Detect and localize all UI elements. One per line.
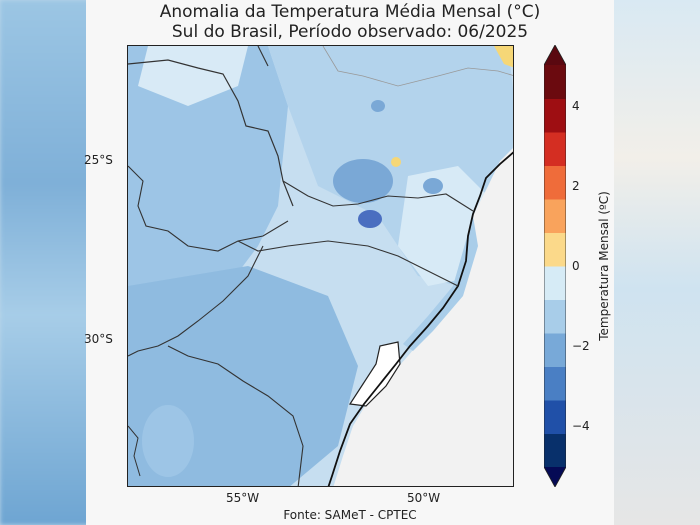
colorbar-tick-minus2: −2: [572, 339, 590, 353]
border-uruguay-rs: [167, 345, 304, 486]
cold-core: [358, 210, 382, 228]
border-ms-sp: [257, 46, 269, 67]
colorbar-min-arrow: [544, 467, 566, 487]
colorbar-segment: [544, 199, 566, 233]
lagoon: [348, 341, 401, 407]
colorbar-segment: [544, 98, 566, 133]
region-west-cold: [128, 46, 288, 306]
colorbar-tick-0: 0: [572, 259, 580, 273]
anomaly-map: [127, 45, 514, 487]
border-argentina-uruguay: [128, 425, 141, 477]
colorbar-segment: [544, 232, 566, 267]
lon-label-50w: 50°W: [407, 491, 441, 505]
warm-spot-center: [391, 157, 401, 167]
colorbar-tick-2: 2: [572, 179, 580, 193]
warm-spot-corner: [494, 46, 513, 68]
lat-label-25s: 25°S: [84, 153, 113, 167]
cold-pocket-south: [142, 405, 194, 477]
colorbar-segment: [544, 400, 566, 434]
border-ms-pr: [128, 59, 294, 207]
figure-title-line2: Sul do Brasil, Período observado: 06/202…: [171, 22, 529, 42]
colorbar-segment: [544, 433, 566, 468]
lon-label-55w: 55°W: [226, 491, 260, 505]
colorbar-segment: [544, 65, 566, 99]
background-left-blur: [0, 0, 92, 525]
ocean: [333, 148, 513, 486]
colorbar-segment: [544, 299, 566, 334]
colorbar-segment: [544, 366, 566, 401]
border-paraguay-argentina: [128, 165, 289, 252]
coastal-strip: [403, 216, 478, 351]
region-northwest-near-zero: [138, 46, 248, 106]
colorbar-segment: [544, 333, 566, 367]
cold-pocket-east: [423, 178, 443, 194]
cold-pocket-center: [333, 159, 393, 203]
colorbar: [543, 44, 567, 488]
border-sp-pr: [322, 46, 513, 87]
border-pr-sc: [282, 180, 474, 212]
background-right-blur: [612, 0, 700, 525]
colorbar-segment: [544, 165, 566, 200]
source-credit: Fonte: SAMeT - CPTEC: [283, 508, 417, 522]
colorbar-svg: [543, 44, 567, 488]
coastline: [327, 151, 513, 486]
lat-label-30s: 30°S: [84, 332, 113, 346]
colorbar-title: Temperatura Mensal (ºC): [597, 191, 611, 341]
colorbar-segment: [544, 132, 566, 166]
colorbar-tick-minus4: −4: [572, 419, 590, 433]
cold-pocket-north: [371, 100, 385, 112]
border-argentina-rs: [128, 245, 264, 357]
colorbar-segment: [544, 266, 566, 300]
colorbar-tick-4: 4: [572, 99, 580, 113]
map-svg: [128, 46, 513, 486]
border-sc-rs: [237, 240, 459, 287]
figure-title-line1: Anomalia da Temperatura Média Mensal (°C…: [159, 2, 541, 22]
colorbar-max-arrow: [544, 45, 566, 65]
